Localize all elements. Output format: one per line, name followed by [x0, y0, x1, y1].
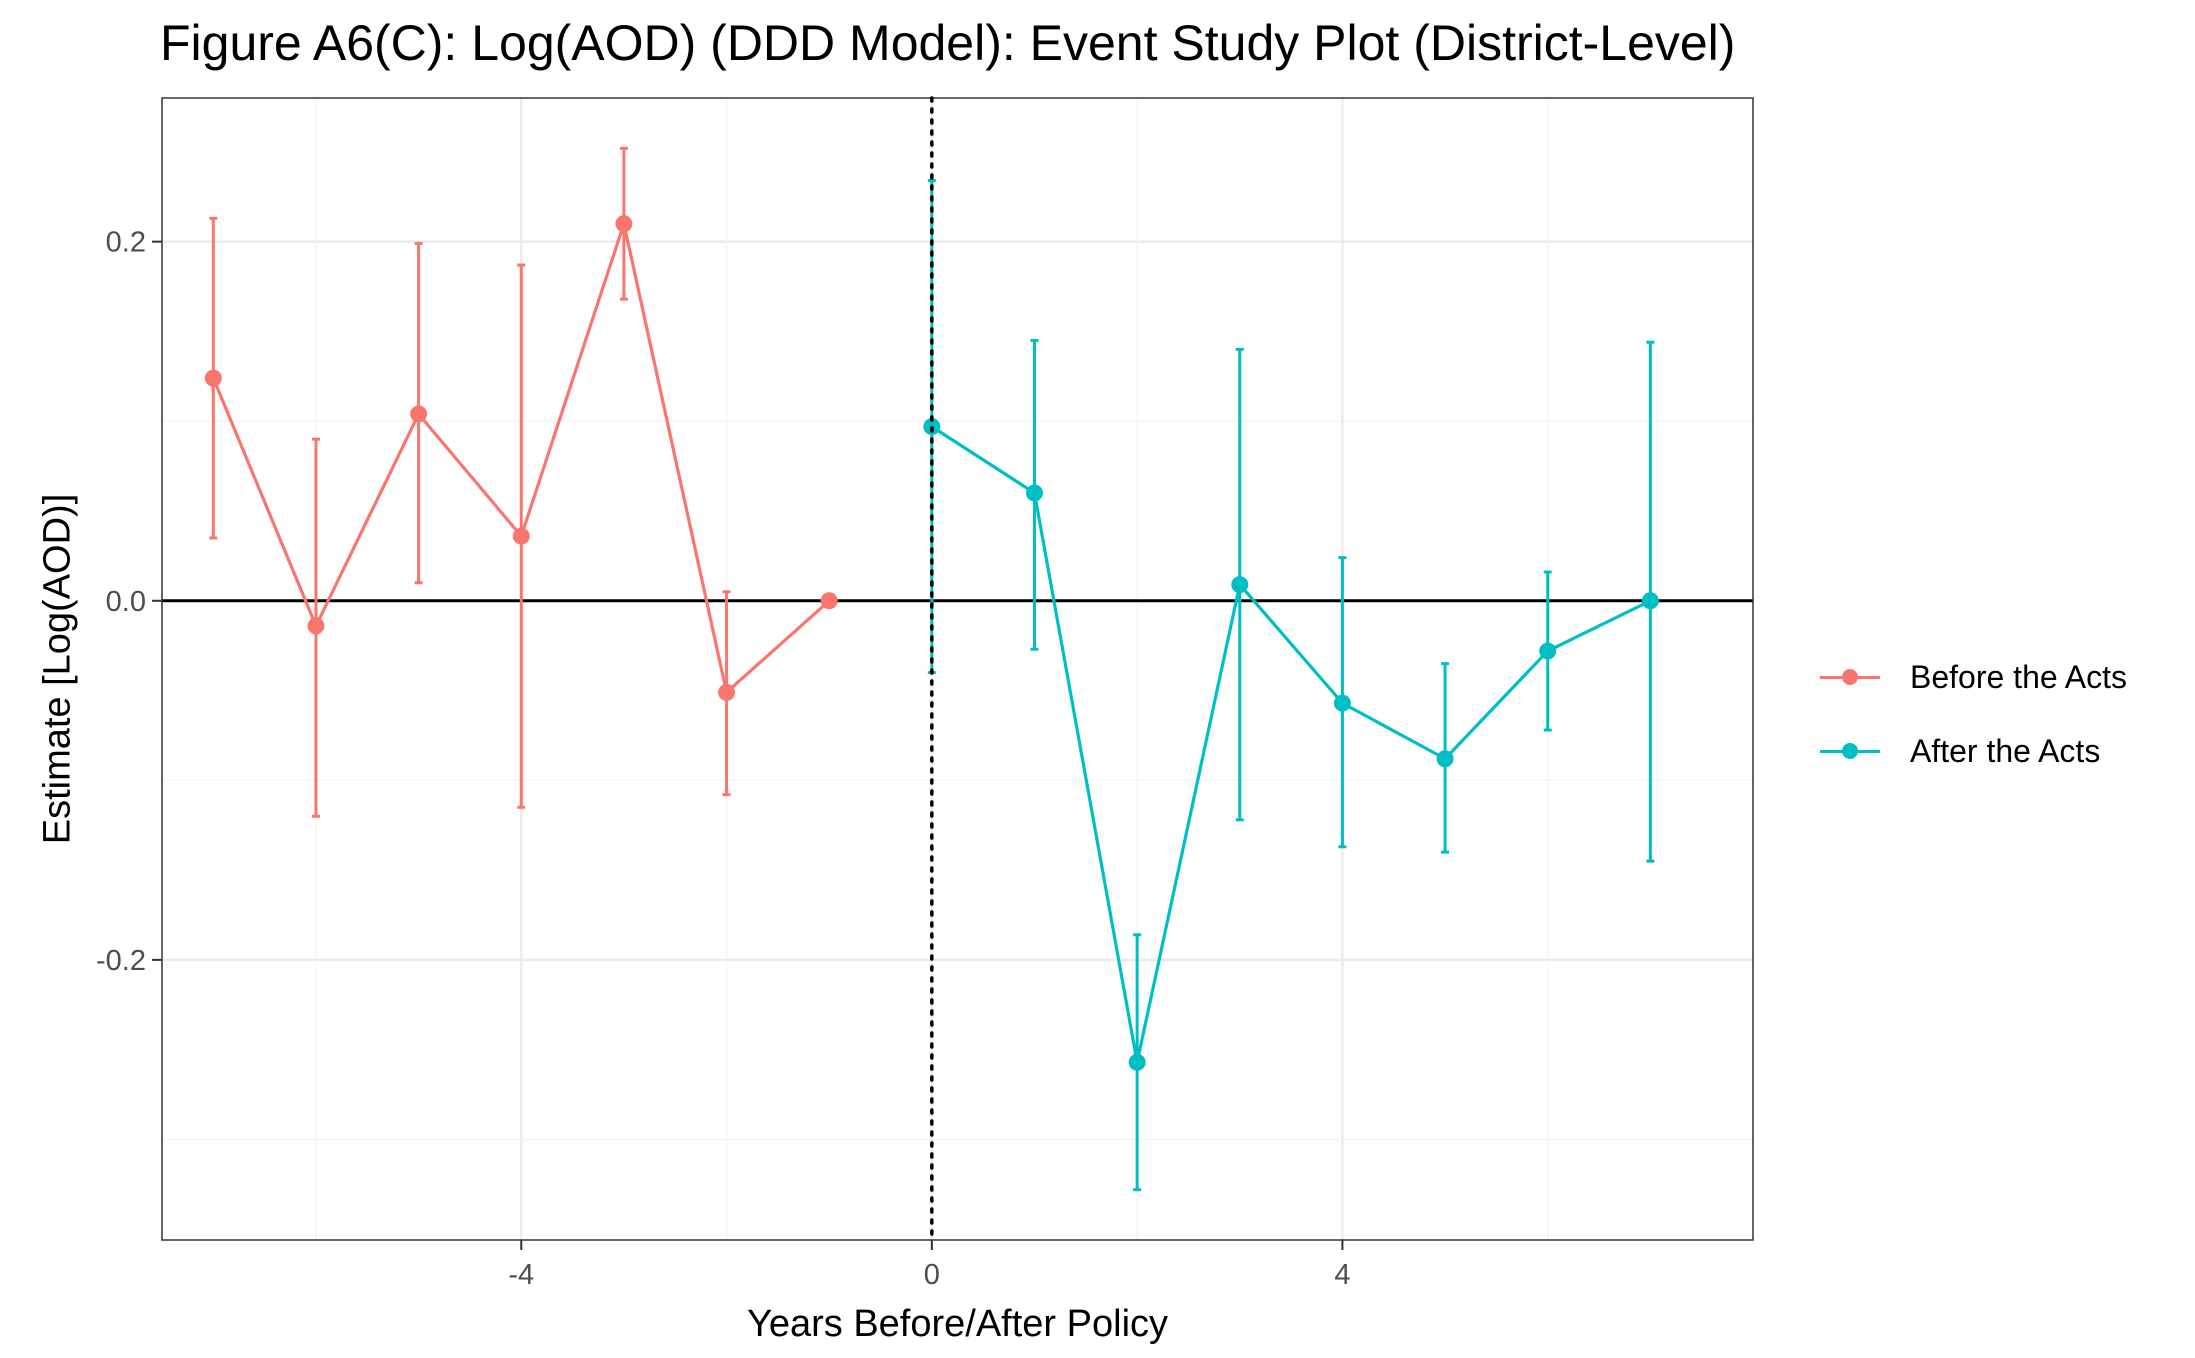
data-point	[512, 527, 530, 545]
legend-label-before: Before the Acts	[1910, 658, 2128, 695]
data-point	[307, 617, 325, 635]
data-point	[1231, 576, 1249, 594]
x-axis-title: Years Before/After Policy	[747, 1303, 1168, 1345]
x-tick-label: 0	[924, 1259, 940, 1291]
data-point	[410, 405, 428, 423]
data-point	[1333, 694, 1351, 712]
y-axis-title: Estimate [Log(AOD)]	[36, 494, 78, 845]
data-point	[615, 215, 633, 233]
data-point	[1128, 1053, 1146, 1071]
x-tick-label: 4	[1334, 1259, 1350, 1291]
legend-item-before[interactable]: Before the Acts	[1820, 640, 2127, 714]
data-point	[1436, 750, 1454, 768]
legend-label-after: After the Acts	[1910, 732, 2101, 769]
legend: Before the Acts After the Acts	[1820, 640, 2127, 788]
legend-item-after[interactable]: After the Acts	[1820, 714, 2127, 788]
data-point	[820, 592, 838, 610]
panel-border	[161, 97, 1754, 1241]
data-point	[1539, 642, 1557, 660]
data-point	[204, 369, 222, 387]
legend-key-before-icon	[1820, 667, 1880, 687]
series-after	[923, 179, 1659, 1192]
y-tick-label: -0.2	[96, 945, 146, 977]
data-point	[1025, 484, 1043, 502]
legend-key-after-icon	[1820, 741, 1880, 761]
y-tick-label: 0.0	[106, 586, 146, 618]
x-tick-label: -4	[508, 1259, 534, 1291]
y-tick-label: 0.2	[106, 227, 146, 259]
series-before	[204, 146, 838, 818]
series-line	[930, 425, 1652, 1064]
data-point	[1641, 592, 1659, 610]
chart-title: Figure A6(C): Log(AOD) (DDD Model): Even…	[160, 15, 1736, 71]
data-point	[718, 683, 736, 701]
